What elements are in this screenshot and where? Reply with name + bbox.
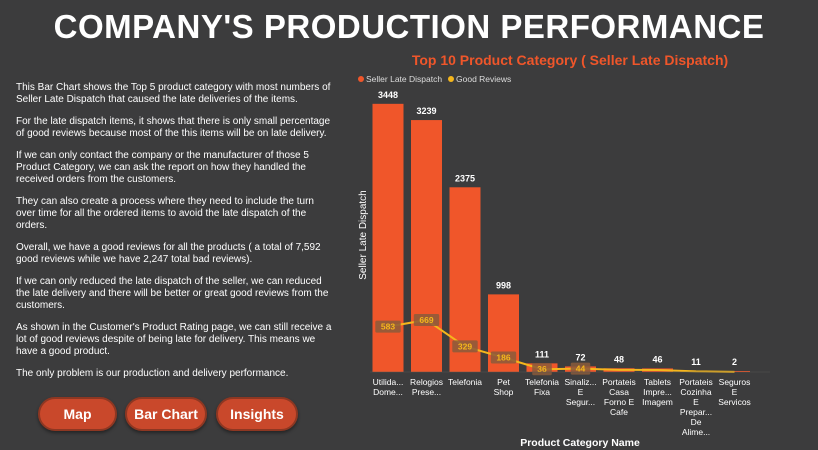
legend-marker <box>358 76 364 82</box>
description-paragraph: As shown in the Customer's Product Ratin… <box>16 322 332 357</box>
x-tick-label-line: Segur... <box>566 397 595 407</box>
bar-chart-button[interactable]: Bar Chart <box>125 397 207 431</box>
line-label-box <box>490 351 517 364</box>
legend-entry: Good Reviews <box>456 74 511 84</box>
x-tick-label-line: Prese... <box>412 387 441 397</box>
description-paragraph: For the late dispatch items, it shows th… <box>16 116 331 139</box>
x-tick-label-line: Servicos <box>718 397 751 407</box>
line-data-label: 44 <box>576 364 586 374</box>
bar-data-label: 111 <box>535 349 549 359</box>
x-tick-label: Relogios Prese... <box>410 377 443 397</box>
line-data-label: 329 <box>458 341 472 351</box>
bar <box>411 120 442 372</box>
y-axis-label: Seller Late Dispatch <box>358 190 369 280</box>
x-tick-label-line: Shop <box>494 387 514 397</box>
description-paragraph: If we can only reduced the late dispatch… <box>16 276 329 311</box>
x-tick-label-line: Telefonia <box>525 377 559 387</box>
line-data-label: 583 <box>381 322 395 332</box>
x-tick-label-line: Impre... <box>643 387 672 397</box>
x-tick-label: Seguros E Servicos <box>718 377 751 407</box>
description-paragraph: Overall, we have a good reviews for all … <box>16 242 321 265</box>
chart-description: This Bar Chart shows the Top 5 product c… <box>16 82 334 390</box>
legend-marker <box>448 76 454 82</box>
x-tick-label-line: Portateis <box>602 377 636 387</box>
series-line-good-reviews <box>387 318 735 373</box>
x-tick-label-line: Tablets <box>644 377 671 387</box>
bar-data-label: 2 <box>732 357 737 367</box>
x-tick-label: Sinaliz... E Segur... <box>564 377 596 407</box>
bar-data-label: 46 <box>652 354 662 364</box>
x-tick-label-line: Forno E <box>604 397 635 407</box>
x-tick-label: Telefonia <box>448 377 482 387</box>
line-data-label: 186 <box>496 353 510 363</box>
x-tick-label: Portateis Cozinha E Prepar... De Alime... <box>679 377 713 437</box>
x-tick-label-line: Alime... <box>682 427 710 437</box>
chart-title: Top 10 Product Category ( Seller Late Di… <box>412 52 728 68</box>
x-tick-label: Telefonia Fixa <box>525 377 559 397</box>
x-tick-label-line: Seguros <box>719 377 751 387</box>
insights-button[interactable]: Insights <box>216 397 298 431</box>
description-paragraph: This Bar Chart shows the Top 5 product c… <box>16 82 331 105</box>
bar-data-label: 48 <box>614 354 624 364</box>
x-tick-label-line: Imagem <box>642 397 673 407</box>
bar-data-label: 998 <box>496 280 511 290</box>
description-paragraph: The only problem is our production and d… <box>16 368 289 379</box>
line-label-box <box>570 362 591 375</box>
x-tick-label-line: Dome... <box>373 387 403 397</box>
x-tick-label-line: E <box>578 387 584 397</box>
x-tick-label: Pet Shop <box>494 377 514 397</box>
bar-data-label: 72 <box>575 352 585 362</box>
x-tick-label-line: Telefonia <box>448 377 482 387</box>
x-axis-label: Product Category Name <box>520 437 640 449</box>
legend-entry: Seller Late Dispatch <box>366 74 442 84</box>
map-button[interactable]: Map <box>38 397 117 431</box>
line-data-label: 669 <box>419 315 433 325</box>
x-tick-label-line: Fixa <box>534 387 550 397</box>
line-label-box <box>452 340 478 353</box>
x-tick-label: Tablets Impre... Imagem <box>642 377 673 407</box>
x-tick-label: Utilida... Dome... <box>373 377 404 397</box>
x-tick-label-line: De <box>691 417 702 427</box>
x-tick-label-line: Relogios <box>410 377 443 387</box>
x-tick-label-line: E <box>732 387 738 397</box>
description-paragraph: If we can only contact the company or th… <box>16 150 309 185</box>
x-tick-label-line: Utilida... <box>373 377 404 387</box>
bar-data-label: 2375 <box>455 173 475 183</box>
line-data-label: 36 <box>537 364 547 374</box>
description-paragraph: They can also create a process where the… <box>16 196 314 231</box>
bar-data-label: 3239 <box>416 106 436 116</box>
x-tick-label-line: Cafe <box>610 407 628 417</box>
x-tick-label-line: Sinaliz... <box>564 377 596 387</box>
x-tick-label-line: Portateis <box>679 377 713 387</box>
bar-data-label: 3448 <box>378 90 398 100</box>
bar-data-label: 11 <box>691 357 701 367</box>
x-tick-label-line: Cozinha <box>680 387 711 397</box>
line-label-box <box>375 320 401 333</box>
line-label-box <box>413 313 440 326</box>
x-tick-label-line: Casa <box>609 387 629 397</box>
x-tick-label-line: Pet <box>497 377 510 387</box>
x-tick-label: Portateis Casa Forno E Cafe <box>602 377 636 417</box>
page-title: COMPANY'S PRODUCTION PERFORMANCE <box>53 8 765 45</box>
x-tick-label-line: Prepar... <box>680 407 712 417</box>
x-tick-label-line: E <box>693 397 699 407</box>
